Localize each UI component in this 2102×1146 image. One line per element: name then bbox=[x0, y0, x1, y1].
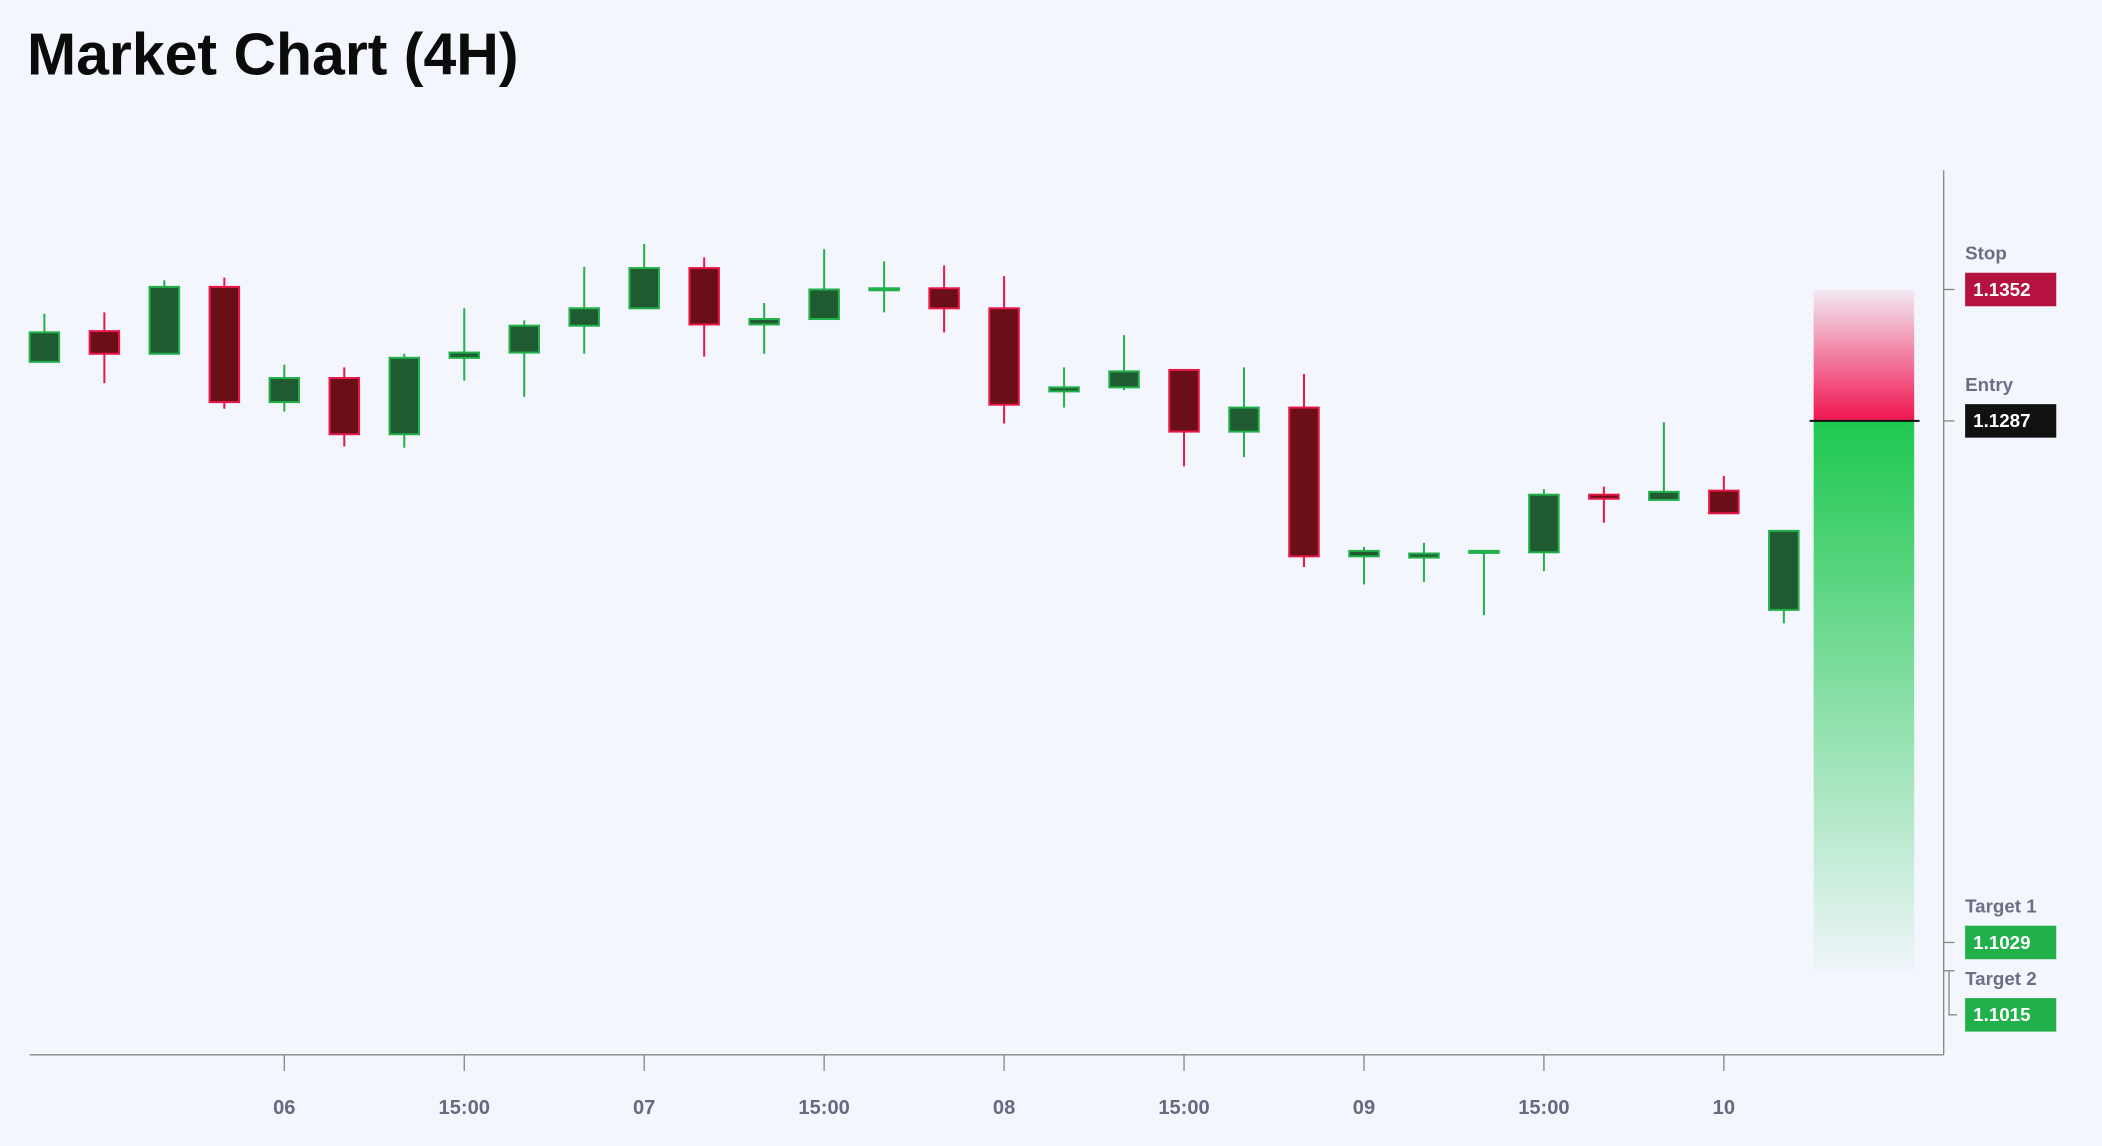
candle-body bbox=[1228, 406, 1260, 433]
candle-body bbox=[508, 324, 540, 354]
x-tick-label: 08 bbox=[993, 1097, 1015, 1119]
candle-body bbox=[1768, 529, 1800, 611]
x-tick-label: 15:00 bbox=[1158, 1097, 1209, 1119]
candle-body bbox=[568, 307, 600, 327]
level-name: Target 1 bbox=[1965, 896, 2037, 917]
candle-body bbox=[268, 377, 301, 404]
level-name: Entry bbox=[1965, 374, 2014, 395]
reward-zone bbox=[1813, 420, 1915, 971]
candle-body bbox=[1348, 549, 1380, 558]
x-tick-label: 09 bbox=[1353, 1097, 1375, 1119]
candle-body bbox=[748, 318, 780, 326]
candle-body bbox=[328, 377, 361, 436]
candle-body bbox=[868, 287, 900, 292]
candle-body bbox=[628, 267, 660, 310]
candle-body bbox=[448, 351, 481, 359]
candle-body bbox=[1468, 549, 1500, 554]
x-tick-label: 15:00 bbox=[1518, 1097, 1569, 1119]
x-tick-label: 10 bbox=[1713, 1097, 1735, 1119]
level-value: 1.1287 bbox=[1973, 410, 2030, 431]
chart-title: Market Chart (4H) bbox=[27, 23, 519, 88]
level-box bbox=[1965, 272, 2057, 307]
candle-body bbox=[1708, 489, 1740, 515]
candle-body bbox=[1648, 490, 1680, 501]
candle-body bbox=[148, 285, 181, 355]
candle-body bbox=[1168, 368, 1200, 433]
level-box bbox=[1965, 925, 2057, 960]
level-name: Target 2 bbox=[1965, 968, 2037, 989]
level-box bbox=[1965, 998, 2057, 1032]
candle-body bbox=[988, 307, 1020, 406]
level-box bbox=[1965, 404, 2057, 438]
level-value: 1.1029 bbox=[1973, 932, 2030, 953]
x-tick-label: 15:00 bbox=[439, 1097, 490, 1119]
candle-body bbox=[208, 285, 241, 404]
candle-body bbox=[88, 330, 121, 355]
candle-body bbox=[808, 288, 840, 321]
candle-body bbox=[1408, 552, 1440, 559]
x-tick-label: 06 bbox=[273, 1097, 295, 1119]
candle-body bbox=[388, 356, 421, 436]
candle-body bbox=[28, 331, 61, 363]
candle-body bbox=[928, 287, 960, 310]
level-value: 1.1015 bbox=[1973, 1004, 2030, 1025]
risk-zone bbox=[1813, 289, 1915, 421]
level-name: Stop bbox=[1965, 243, 2007, 264]
candle-body bbox=[1108, 370, 1140, 389]
candle-body bbox=[1288, 406, 1320, 558]
candle-body bbox=[1588, 493, 1620, 500]
level-connector bbox=[1948, 970, 1958, 1016]
x-tick-label: 07 bbox=[633, 1097, 655, 1119]
level-value: 1.1352 bbox=[1973, 279, 2030, 300]
candle-body bbox=[688, 267, 720, 326]
candle-body bbox=[1528, 493, 1560, 554]
x-tick-label: 15:00 bbox=[798, 1097, 849, 1119]
candle-body bbox=[1048, 386, 1080, 393]
